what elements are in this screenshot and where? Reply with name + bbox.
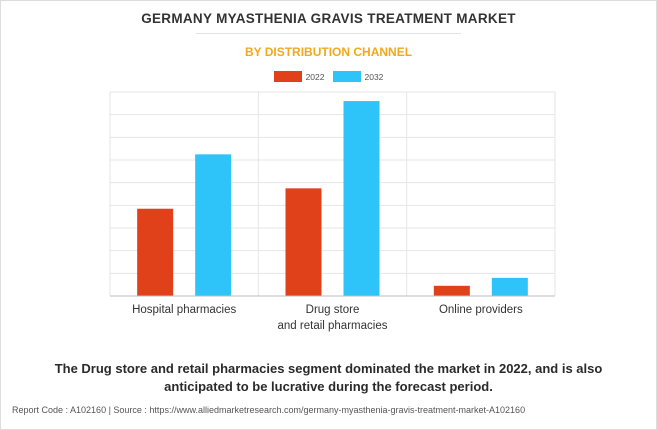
legend-swatch-2032 [332, 71, 361, 82]
chart-caption: The Drug store and retail pharmacies seg… [54, 361, 603, 394]
bar-2032-1[interactable] [343, 101, 380, 296]
legend-swatch-2022 [273, 71, 302, 82]
source-footer: Report Code : A102160 | Source : https:/… [12, 405, 526, 415]
x-tick-label: Online providers [439, 304, 523, 316]
legend-item-2032[interactable]: 2032 [332, 71, 384, 82]
chart-title: GERMANY MYASTHENIA GRAVIS TREATMENT MARK… [141, 11, 516, 26]
bar-2032-0[interactable] [195, 154, 232, 296]
legend-label-2022: 2022 [305, 71, 325, 82]
title-divider [196, 33, 461, 34]
chart-legend: 2022 2032 [0, 71, 657, 82]
chart-subtitle: BY DISTRIBUTION CHANNEL [244, 45, 413, 59]
bar-2022-1[interactable] [285, 188, 322, 296]
bar-2032-2[interactable] [491, 277, 528, 296]
legend-item-2022[interactable]: 2022 [273, 71, 325, 82]
x-tick-label: Hospital pharmacies [132, 304, 236, 316]
x-tick-label: Drug store [306, 304, 360, 316]
bar-2022-2[interactable] [433, 285, 470, 296]
legend-label-2032: 2032 [364, 71, 384, 82]
bar-2022-0[interactable] [137, 208, 174, 296]
x-tick-label: and retail pharmacies [278, 320, 388, 332]
